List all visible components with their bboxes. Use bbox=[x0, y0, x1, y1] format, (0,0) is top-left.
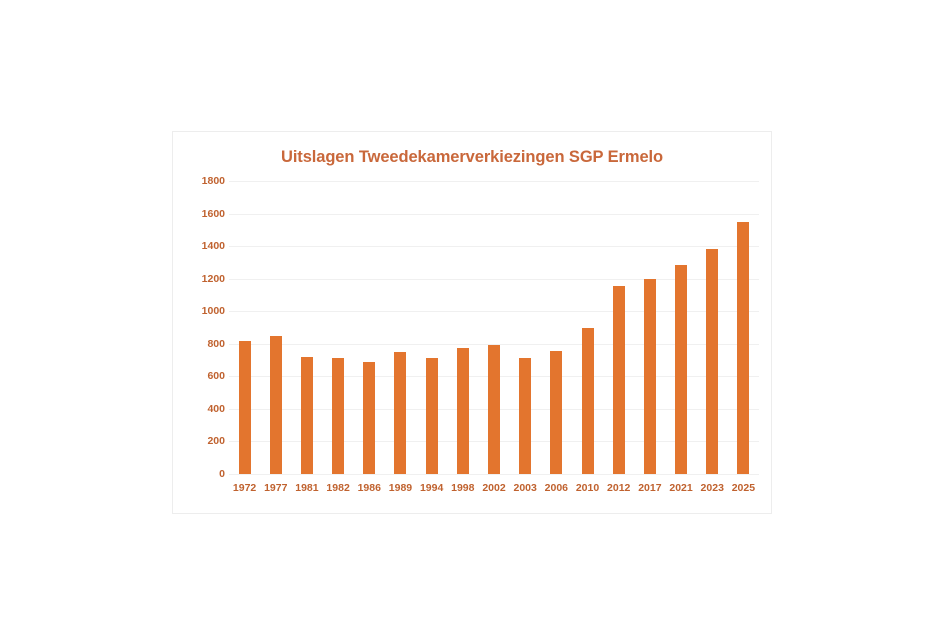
x-axis-tick-label: 2017 bbox=[638, 482, 662, 494]
y-axis-tick-label: 200 bbox=[207, 435, 225, 448]
bar[interactable] bbox=[456, 347, 469, 474]
x-axis-tick-label: 1994 bbox=[419, 482, 444, 494]
y-axis-tick-label: 1600 bbox=[201, 207, 225, 220]
x-axis-tick-label: 2010 bbox=[575, 482, 600, 494]
x-axis-tick-label: 2023 bbox=[700, 482, 724, 494]
x-axis-tick-label: 2012 bbox=[607, 482, 631, 494]
chart-title: Uitslagen Tweedekamerverkiezingen SGP Er… bbox=[281, 148, 663, 166]
gridline bbox=[229, 213, 759, 215]
y-axis-tick-label: 1000 bbox=[201, 305, 225, 318]
y-axis: 1800 1600 1400 1200 1000 800 600 400 200 0 bbox=[173, 175, 225, 480]
y-axis-tick-label: 0 bbox=[219, 468, 225, 480]
gridline bbox=[229, 246, 759, 248]
bar[interactable] bbox=[519, 357, 532, 474]
bar[interactable] bbox=[612, 286, 625, 474]
chart-card: Uitslagen Tweedekamerverkiezingen SGP Er… bbox=[172, 131, 772, 514]
bar[interactable] bbox=[332, 358, 345, 474]
plot-area bbox=[229, 181, 759, 475]
gridline bbox=[229, 311, 759, 313]
bar[interactable] bbox=[488, 344, 500, 474]
x-axis-tick-label: 2025 bbox=[731, 482, 756, 494]
bar[interactable] bbox=[238, 340, 251, 474]
bar[interactable] bbox=[675, 264, 688, 474]
y-axis-tick-label: 400 bbox=[207, 402, 225, 415]
bar[interactable] bbox=[550, 351, 563, 474]
gridline bbox=[229, 181, 759, 182]
gridline bbox=[229, 343, 759, 345]
bar[interactable] bbox=[643, 278, 656, 474]
bar[interactable] bbox=[581, 327, 594, 474]
x-axis-tick-label: 2002 bbox=[482, 482, 506, 494]
x-axis-tick-label: 2006 bbox=[544, 482, 569, 494]
x-axis-tick-label: 2003 bbox=[513, 482, 537, 494]
x-axis-tick-label: 1972 bbox=[232, 482, 257, 494]
gridline bbox=[229, 474, 759, 475]
bar[interactable] bbox=[269, 336, 282, 474]
x-axis-tick-label: 1981 bbox=[295, 482, 319, 494]
x-axis-tick-label: 1998 bbox=[451, 482, 475, 494]
bar[interactable] bbox=[394, 351, 407, 474]
bar[interactable] bbox=[300, 356, 313, 474]
x-axis-tick-label: 1982 bbox=[326, 482, 350, 494]
bar[interactable] bbox=[363, 361, 376, 474]
bar[interactable] bbox=[706, 249, 719, 474]
bar-series bbox=[229, 181, 759, 474]
y-axis-tick-label: 1800 bbox=[201, 175, 225, 187]
x-axis-tick-label: 2021 bbox=[669, 482, 693, 494]
bar[interactable] bbox=[425, 358, 438, 474]
x-axis: 1972 1977 1981 1982 1986 1989 1994 1998 2002 2003… bbox=[229, 478, 759, 498]
y-axis-tick-label: 800 bbox=[207, 337, 225, 350]
y-axis-tick-label: 1400 bbox=[201, 240, 225, 253]
x-axis-tick-label: 1986 bbox=[357, 482, 381, 494]
bar[interactable] bbox=[737, 221, 750, 474]
x-axis-tick-label: 1977 bbox=[264, 482, 288, 494]
y-axis-tick-label: 600 bbox=[207, 370, 225, 383]
y-axis-tick-label: 1200 bbox=[201, 272, 225, 285]
gridline bbox=[229, 278, 759, 280]
x-axis-tick-label: 1989 bbox=[388, 482, 413, 494]
